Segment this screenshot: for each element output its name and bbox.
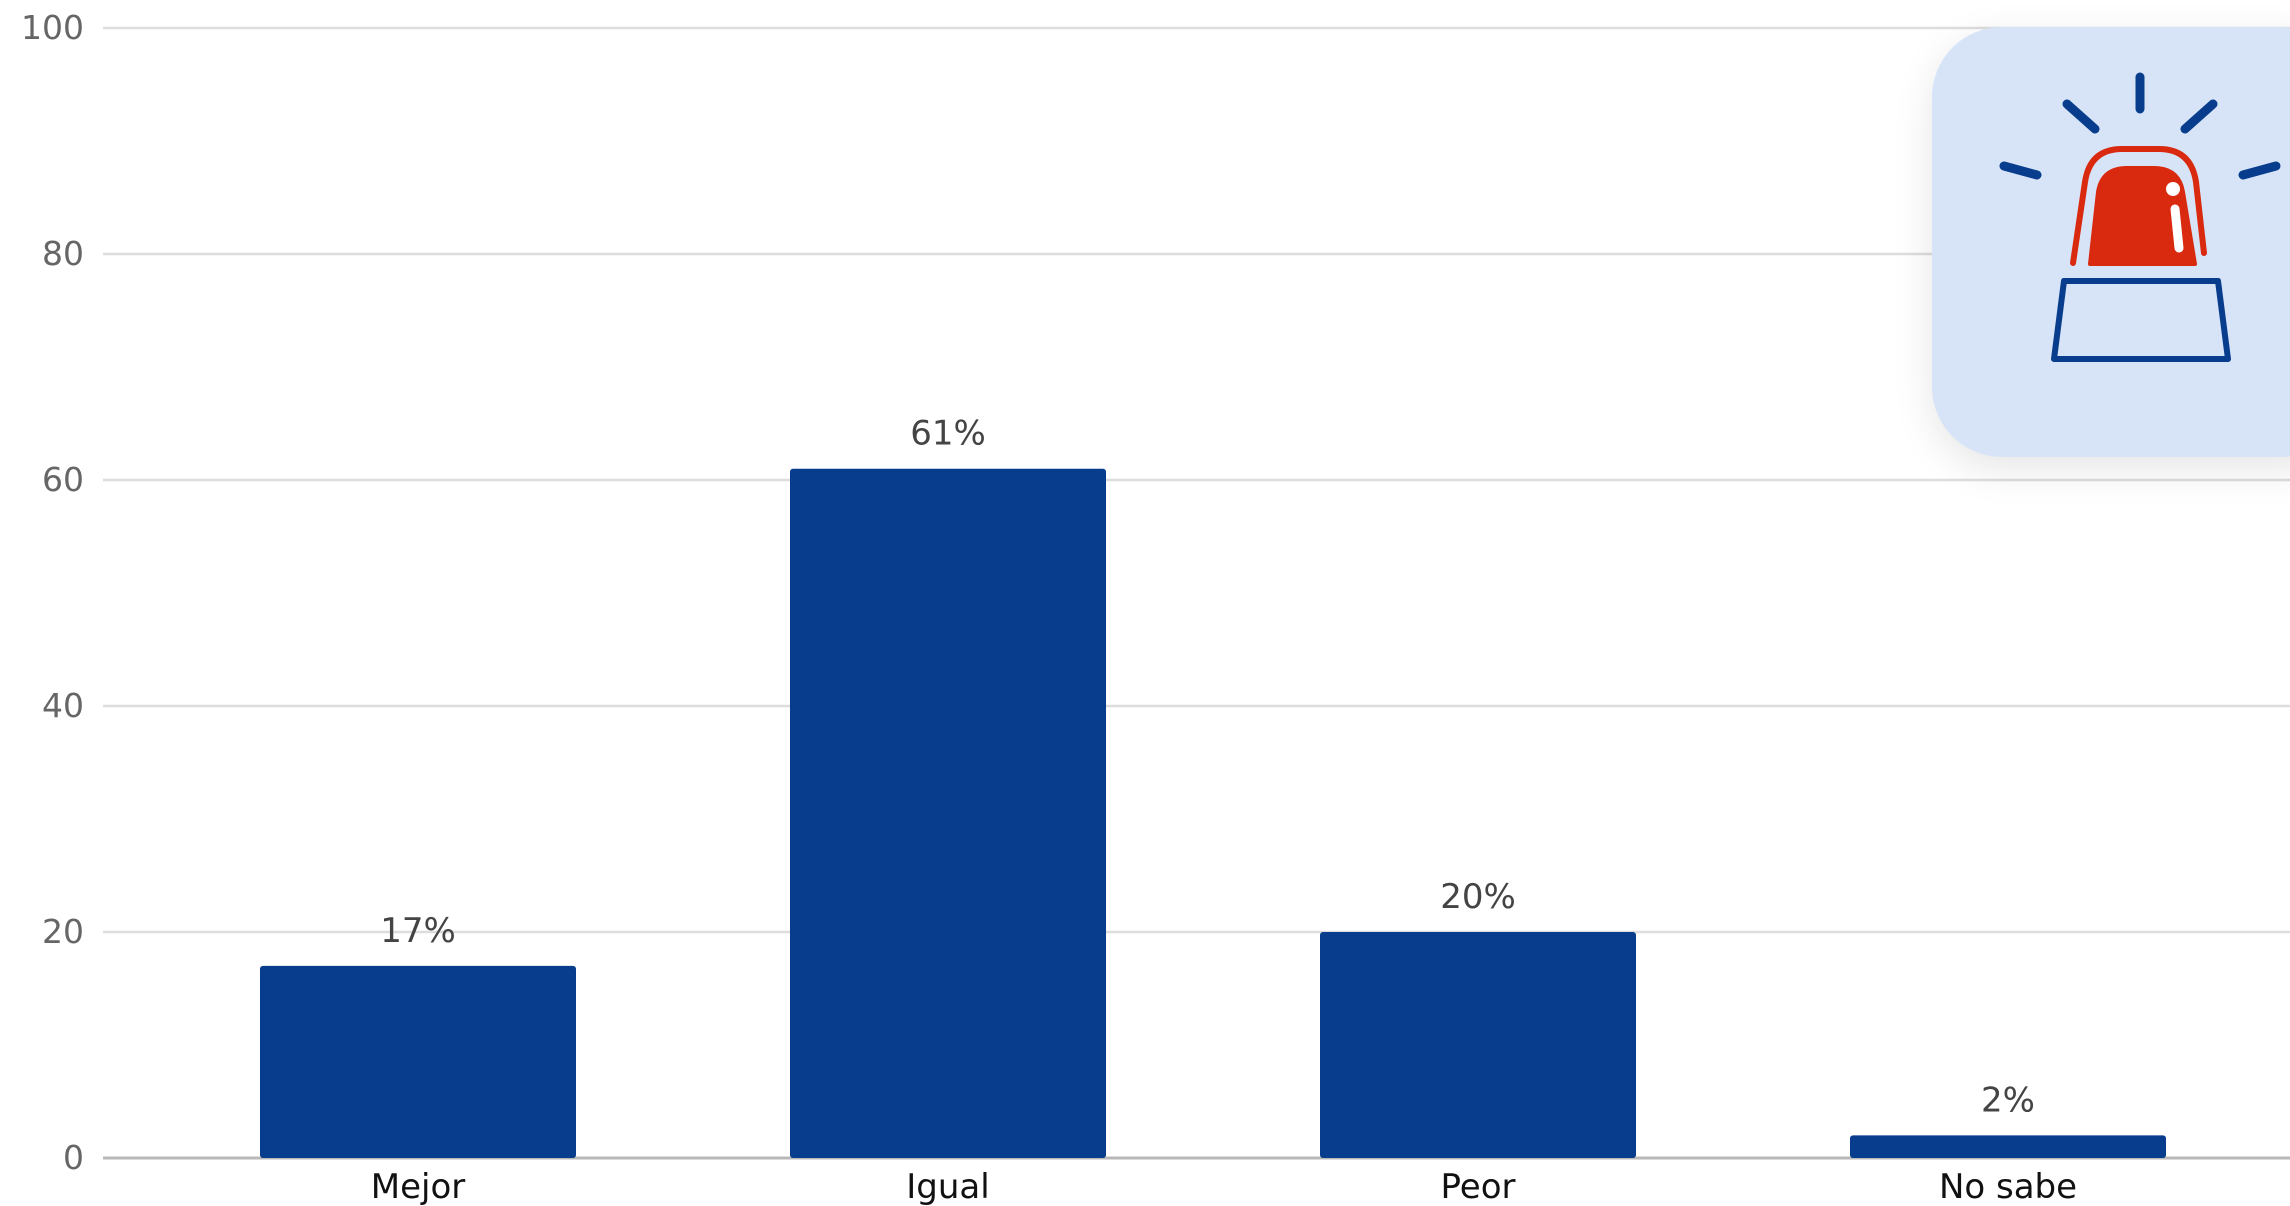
x-tick-label: Mejor <box>371 1167 466 1206</box>
y-tick-label: 40 <box>42 686 84 725</box>
x-tick-label: Igual <box>906 1167 989 1206</box>
bar-igual <box>790 468 1106 1158</box>
x-tick-label: Peor <box>1441 1167 1516 1206</box>
data-label: 2% <box>1981 1080 2035 1120</box>
bars <box>260 468 2166 1158</box>
y-tick-label: 100 <box>21 8 84 47</box>
bar-no-sabe <box>1850 1135 2166 1158</box>
alarm-siren-icon <box>1999 72 2281 362</box>
alarm-badge <box>1932 27 2290 457</box>
y-tick-label: 20 <box>42 912 84 951</box>
data-label: 17% <box>380 911 456 951</box>
labels: 0 20 40 60 80 100 17% Mejor 61% Igual 20% Peor 2% No … <box>21 8 2077 1206</box>
x-tick-label: No sabe <box>1939 1167 2077 1206</box>
data-label: 20% <box>1440 877 1516 917</box>
y-tick-label: 80 <box>42 234 84 273</box>
bar-mejor <box>260 965 576 1158</box>
y-tick-label: 0 <box>63 1138 84 1177</box>
y-tick-label: 60 <box>42 460 84 499</box>
bar-peor <box>1320 932 1636 1158</box>
data-label: 61% <box>910 414 986 454</box>
